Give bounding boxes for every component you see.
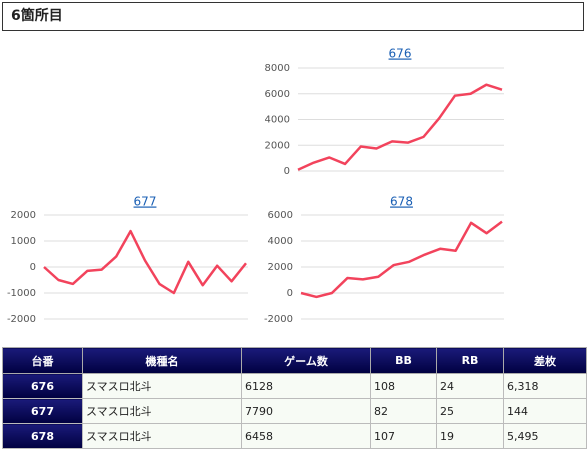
- y-tick-label: -2000: [264, 314, 293, 325]
- chart-title[interactable]: 677: [134, 195, 157, 209]
- y-tick-label: 2000: [265, 140, 290, 151]
- column-header: 台番: [2, 347, 83, 374]
- y-tick-label: 2000: [268, 262, 293, 273]
- table-cell: 24: [436, 373, 504, 399]
- charts: 676 0 2000 4000 6000 8000 677 -2000 -1000 0 1000 20…: [7, 47, 504, 325]
- y-tick-label: -1000: [7, 288, 36, 299]
- column-header: 差枚: [503, 347, 587, 374]
- table-cell: 5,495: [503, 423, 587, 449]
- y-tick-label: 0: [30, 262, 36, 273]
- table-cell: 678: [2, 423, 83, 449]
- table-cell: 107: [370, 423, 437, 449]
- table-cell: 25: [436, 398, 504, 424]
- table-cell: 6458: [241, 423, 371, 449]
- table-cell: 82: [370, 398, 437, 424]
- column-header: ゲーム数: [241, 347, 371, 374]
- section-title: 6箇所目: [2, 2, 584, 31]
- data-line: [300, 220, 503, 299]
- header-row: 台番 機種名 ゲーム数 BB RB 差枚: [2, 347, 587, 374]
- table-cell: スマスロ北斗: [82, 398, 242, 424]
- table-cell: 6128: [241, 373, 371, 399]
- y-tick-label: 2000: [11, 210, 36, 221]
- data-line: [297, 83, 503, 171]
- table-cell: 19: [436, 423, 504, 449]
- table-cell: 108: [370, 373, 437, 399]
- table-cell: 6,318: [503, 373, 587, 399]
- y-tick-label: 6000: [268, 210, 293, 221]
- y-tick-label: 0: [287, 288, 293, 299]
- table-cell: 677: [2, 398, 83, 424]
- y-tick-label: 8000: [265, 63, 290, 74]
- y-tick-label: 4000: [268, 236, 293, 247]
- column-header: RB: [436, 347, 504, 374]
- table-cell: 676: [2, 373, 83, 399]
- table-row: 677 スマスロ北斗 7790 82 25 144: [2, 398, 587, 424]
- column-header: BB: [370, 347, 437, 374]
- y-tick-label: 6000: [265, 89, 290, 100]
- y-tick-label: -2000: [7, 314, 36, 325]
- data-line: [43, 229, 247, 295]
- table-body: 676 スマスロ北斗 6128 108 24 6,318 677 スマスロ北斗 7790 82 25…: [2, 373, 587, 449]
- table-row: 678 スマスロ北斗 6458 107 19 5,495: [2, 423, 587, 449]
- table-row: 676 スマスロ北斗 6128 108 24 6,318: [2, 373, 587, 399]
- table-cell: 144: [503, 398, 587, 424]
- y-tick-label: 0: [284, 166, 290, 177]
- y-tick-label: 1000: [11, 236, 36, 247]
- data-table: 台番 機種名 ゲーム数 BB RB 差枚 676 スマスロ北斗 6128 108 24 6,318 6…: [2, 347, 587, 449]
- table-cell: 7790: [241, 398, 371, 424]
- table-cell: スマスロ北斗: [82, 423, 242, 449]
- y-tick-label: 4000: [265, 115, 290, 126]
- table-cell: スマスロ北斗: [82, 373, 242, 399]
- chart-title[interactable]: 676: [389, 47, 412, 61]
- column-header: 機種名: [82, 347, 242, 374]
- chart-title[interactable]: 678: [390, 195, 413, 209]
